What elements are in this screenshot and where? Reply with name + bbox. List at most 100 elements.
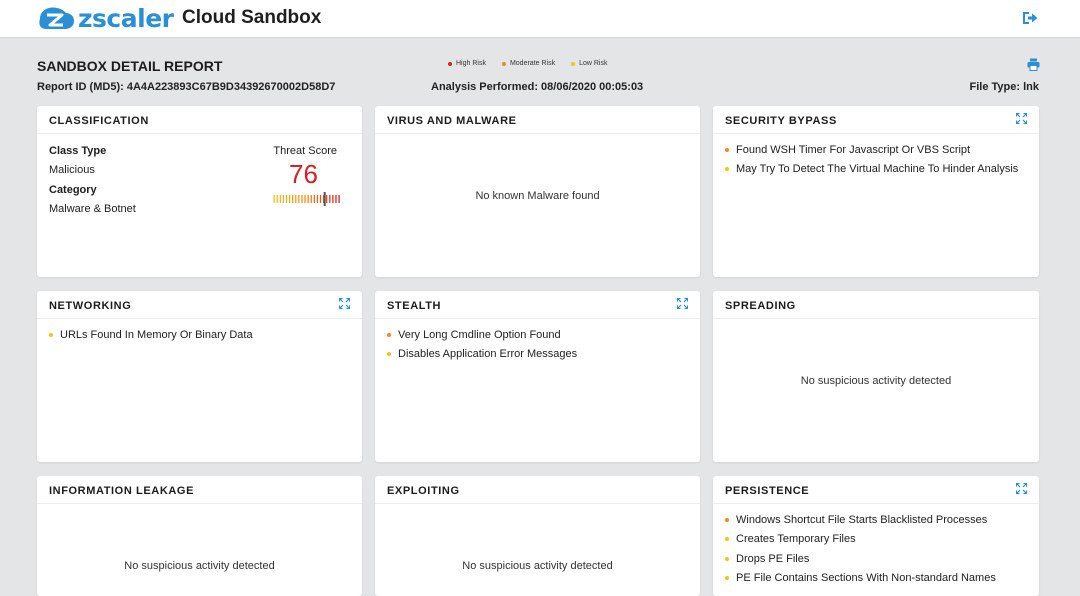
finding-text: Disables Application Error Messages [398,348,578,361]
gauge-tick [298,195,300,203]
list-item: Disables Application Error Messages [387,345,700,365]
card-title: PERSISTENCE [725,485,810,497]
networking-card: NETWORKING URLs Found In Memory Or Binar… [37,291,362,462]
card-title: STEALTH [387,300,442,312]
finding-list: Windows Shortcut File Starts Blacklisted… [713,504,1039,588]
empty-message: No suspicious activity detected [462,560,613,572]
category-value: Malware & Botnet [49,203,136,215]
category-label: Category [49,184,97,196]
card-title: NETWORKING [49,300,132,312]
finding-text: Found WSH Timer For Javascript Or VBS Sc… [736,143,971,156]
finding-list: Found WSH Timer For Javascript Or VBS Sc… [713,134,1039,179]
card-header: CLASSIFICATION [37,106,362,134]
finding-list: URLs Found In Memory Or Binary Data [37,319,362,345]
exploiting-card: EXPLOITING No suspicious activity detect… [375,476,700,596]
gauge-tick [292,195,294,203]
moderate-risk-dot [501,61,506,66]
list-item: Creates Temporary Files [725,530,1039,550]
gauge-tick [307,195,309,203]
high-risk-dot [448,61,452,66]
gauge-tick [326,195,328,203]
virus-malware-card: VIRUS AND MALWARE No known Malware found [375,106,700,277]
spreading-card: SPREADING No suspicious activity detecte… [713,291,1039,462]
gauge-tick [279,195,281,203]
legend-high-risk: High Risk [448,60,486,67]
gauge-tick [332,195,334,203]
moderate-risk-bullet [725,517,729,522]
list-item: Windows Shortcut File Starts Blacklisted… [725,510,1039,530]
list-item: May Try To Detect The Virtual Machine To… [725,160,1039,180]
gauge-tick [276,195,278,203]
gauge-tick [338,195,340,203]
class-type-value: Malicious [49,164,95,176]
card-header: STEALTH [375,291,700,319]
low-risk-bullet [725,537,729,542]
threat-score-value: 76 [289,159,318,189]
card-title: EXPLOITING [387,485,460,497]
card-title: INFORMATION LEAKAGE [49,485,195,497]
gauge-tick [319,195,322,203]
card-header: NETWORKING [37,291,362,319]
logout-icon[interactable] [1021,9,1039,27]
empty-message: No suspicious activity detected [800,375,952,387]
top-bar: zscaler Cloud Sandbox [0,0,1080,38]
legend-label: High Risk [456,60,486,67]
finding-text: Drops PE Files [736,552,810,565]
gauge-tick [295,195,297,203]
expand-icon[interactable] [339,298,350,309]
legend-label: Low Risk [579,60,608,67]
moderate-risk-bullet [725,147,729,152]
list-item: Very Long Cmdline Option Found [387,325,700,345]
stealth-card: STEALTH Very Long Cmdline Option Found D… [375,291,700,462]
legend-low-risk: Low Risk [571,60,608,67]
finding-text: PE File Contains Sections With Non-stand… [736,572,996,585]
information-leakage-card: INFORMATION LEAKAGE No suspicious activi… [37,476,362,596]
finding-list: Very Long Cmdline Option Found Disables … [375,319,700,364]
printer-icon[interactable] [1027,58,1040,71]
report-id: Report ID (MD5): 4A4A223893C67B9D3439267… [37,81,336,93]
finding-text: May Try To Detect The Virtual Machine To… [736,163,1019,176]
classification-card: CLASSIFICATION Class Type Malicious Cate… [37,106,362,277]
expand-icon[interactable] [1016,483,1027,494]
gauge-tick [335,195,337,203]
class-type-label: Class Type [49,145,107,157]
gauge-tick [316,195,319,203]
card-header: VIRUS AND MALWARE [375,106,700,134]
card-header: INFORMATION LEAKAGE [37,476,362,504]
card-title: SECURITY BYPASS [725,115,837,127]
security-bypass-card: SECURITY BYPASS Found WSH Timer For Java… [713,106,1039,277]
card-header: SECURITY BYPASS [713,106,1039,134]
list-item: PE File Contains Sections With Non-stand… [725,569,1039,589]
low-risk-bullet [387,352,391,357]
gauge-tick [288,195,291,203]
card-header: EXPLOITING [375,476,700,504]
card-title: CLASSIFICATION [49,115,149,127]
app-title: Cloud Sandbox [182,7,322,28]
gauge-tick [301,195,303,203]
analysis-performed: Analysis Performed: 08/06/2020 00:05:03 [431,81,644,93]
gauge-marker [323,192,326,206]
empty-message: No known Malware found [475,190,600,202]
zscaler-logo-mark [39,7,74,30]
legend-label: Moderate Risk [509,60,556,67]
zscaler-logo[interactable]: zscaler [36,5,174,31]
report-title: SANDBOX DETAIL REPORT [37,58,223,74]
expand-icon[interactable] [677,298,688,309]
list-item: Found WSH Timer For Javascript Or VBS Sc… [725,140,1039,160]
threat-score-label: Threat Score [273,145,337,157]
file-type: File Type: lnk [969,81,1039,93]
legend-moderate-risk: Moderate Risk [501,60,556,67]
card-header: PERSISTENCE [713,476,1039,504]
expand-icon[interactable] [1016,113,1027,124]
card-header: SPREADING [713,291,1039,319]
gauge-tick [310,195,312,203]
threat-score-gauge [273,192,340,206]
gauge-tick [285,195,288,203]
gauge-tick [313,195,315,203]
gauge-tick [282,195,285,203]
risk-legend: High Risk Moderate Risk Low Risk [448,60,608,67]
card-title: SPREADING [725,300,796,312]
persistence-card: PERSISTENCE Windows Shortcut File Starts… [713,476,1039,596]
finding-text: URLs Found In Memory Or Binary Data [60,328,253,341]
gauge-tick [304,195,306,203]
